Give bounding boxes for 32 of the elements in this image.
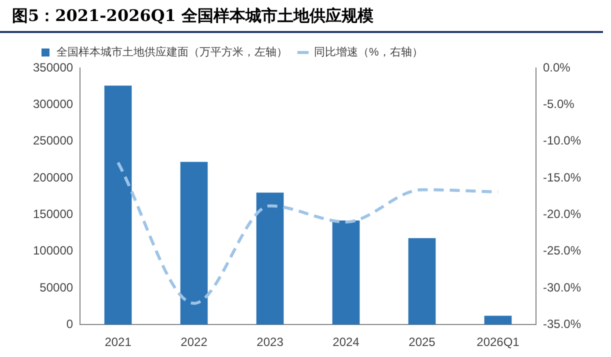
y-tick-label: 150000 — [32, 206, 74, 221]
bar — [408, 238, 436, 325]
y2-tick-label: -30.0% — [542, 280, 582, 294]
bar — [256, 192, 284, 325]
y-tick-label: 250000 — [32, 134, 74, 148]
chart-title: 图5：2021-2026Q1 全国样本城市土地供应规模 — [0, 0, 603, 33]
y2-tick-label: -10.0% — [542, 134, 582, 148]
y-tick-label: 0 — [66, 316, 74, 331]
y-tick-label: 50000 — [40, 280, 74, 294]
y2-tick-label: -5.0% — [542, 96, 575, 111]
y-tick-label: 300000 — [32, 96, 74, 111]
x-tick-label: 2023 — [256, 335, 284, 350]
line-series — [116, 161, 500, 305]
x-tick-label: 2021 — [104, 335, 132, 350]
y2-tick-label: -15.0% — [542, 170, 582, 184]
x-tick-label: 2022 — [180, 335, 208, 350]
y2-tick-label: -20.0% — [542, 206, 582, 221]
bar — [104, 86, 132, 325]
y2-tick-label: -35.0% — [542, 316, 582, 331]
bar — [332, 220, 360, 325]
x-tick-label: 2025 — [408, 335, 436, 350]
bar — [180, 162, 208, 325]
legend-label: 全国样本城市土地供应建面（万平方米，左轴） — [56, 46, 288, 59]
bar — [484, 316, 512, 325]
y-tick-label: 100000 — [32, 244, 74, 258]
y2-tick-label: 0.0% — [542, 60, 571, 74]
x-tick-label: 2024 — [332, 335, 360, 350]
y-tick-label: 350000 — [32, 60, 74, 74]
legend-label: 同比增速（%，右轴） — [314, 46, 423, 59]
y-tick-label: 200000 — [32, 170, 74, 184]
y2-tick-label: -25.0% — [542, 244, 582, 258]
x-tick-label: 2026Q1 — [476, 335, 520, 350]
